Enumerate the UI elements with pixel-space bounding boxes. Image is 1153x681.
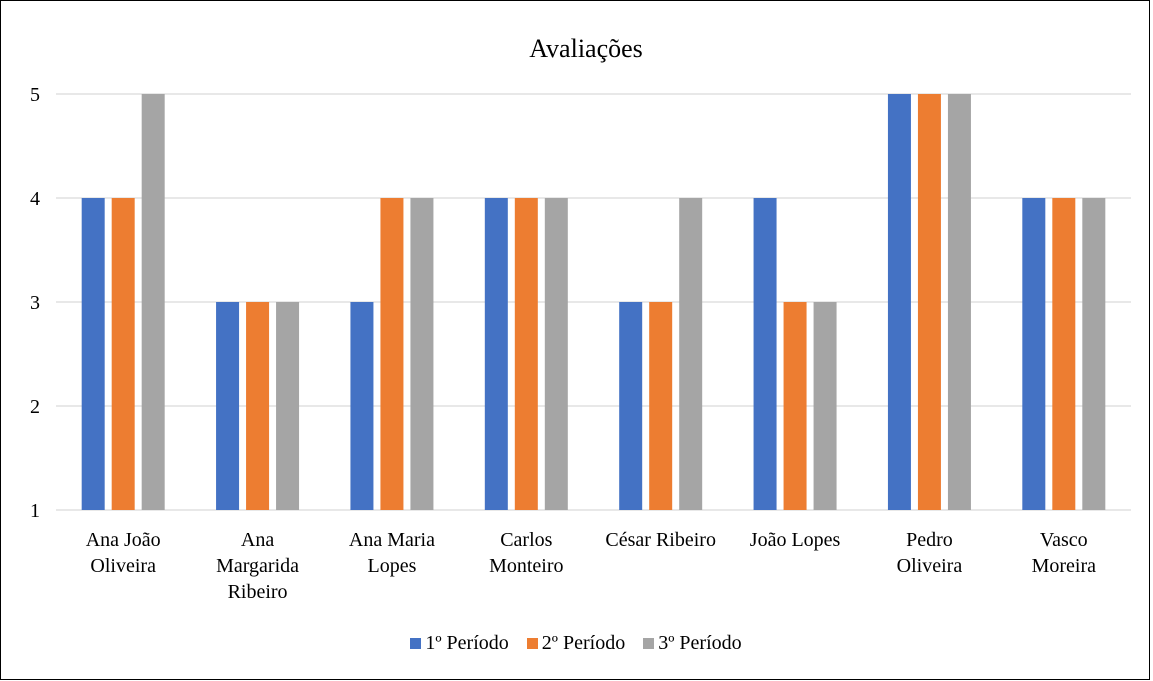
x-tick-label: Ana Maria xyxy=(349,529,435,551)
y-tick-label: 5 xyxy=(30,84,40,106)
bar xyxy=(619,302,643,510)
bar xyxy=(484,198,508,510)
bar xyxy=(783,302,807,510)
x-tick-label: Oliveira xyxy=(897,555,963,577)
x-tick-label: Lopes xyxy=(367,555,416,577)
legend-label: 1º Período xyxy=(425,631,509,654)
chart-title: Avaliações xyxy=(529,34,643,63)
bar xyxy=(679,198,703,510)
x-tick-label: Moreira xyxy=(1032,555,1097,577)
legend: 1º Período 2º Período 3º Período xyxy=(1,629,1151,657)
bar xyxy=(753,198,777,510)
bar xyxy=(813,302,837,510)
x-tick-label: Monteiro xyxy=(489,555,563,577)
legend-item: 2º Período xyxy=(526,631,626,655)
x-tick-label: Margarida xyxy=(216,555,299,577)
bar xyxy=(1022,198,1046,510)
bar xyxy=(917,94,941,510)
y-tick-label: 3 xyxy=(30,292,40,314)
bar xyxy=(1052,198,1076,510)
bar xyxy=(887,94,911,510)
x-tick-label: Pedro xyxy=(906,529,953,551)
bar xyxy=(1082,198,1106,510)
bar xyxy=(544,198,568,510)
bar xyxy=(216,302,240,510)
x-tick-label: Ribeiro xyxy=(228,581,288,603)
bar xyxy=(111,198,135,510)
x-tick-label: César Ribeiro xyxy=(605,529,716,551)
bar xyxy=(649,302,673,510)
legend-item: 3º Período xyxy=(643,631,742,655)
legend-label: 2º Período xyxy=(541,631,626,654)
legend-item: 1º Período xyxy=(410,631,509,655)
x-tick-label: Carlos xyxy=(500,529,552,551)
y-tick-label: 4 xyxy=(30,188,40,210)
bar xyxy=(350,302,374,510)
bars xyxy=(81,94,1106,510)
x-tick-label: Oliveira xyxy=(90,555,156,577)
legend-swatch xyxy=(643,637,655,649)
y-tick-label: 1 xyxy=(30,500,40,522)
bar xyxy=(276,302,300,510)
bar xyxy=(514,198,538,510)
x-tick-label: João Lopes xyxy=(750,529,841,551)
bar xyxy=(947,94,971,510)
y-tick-label: 2 xyxy=(30,396,40,418)
bar xyxy=(410,198,434,510)
bar xyxy=(141,94,165,510)
bar xyxy=(380,198,404,510)
legend-swatch xyxy=(526,637,538,649)
bar xyxy=(246,302,270,510)
x-tick-label: Vasco xyxy=(1040,529,1088,551)
bar xyxy=(81,198,105,510)
legend-swatch xyxy=(410,637,422,649)
y-axis-ticks: 1 2 3 4 5 xyxy=(30,84,40,522)
legend-label: 3º Período xyxy=(658,631,742,654)
x-tick-label: Ana João xyxy=(86,529,161,551)
x-axis-labels: Ana João Oliveira Ana Margarida Ribeiro Ana M… xyxy=(86,529,1096,603)
x-tick-label: Ana xyxy=(241,529,274,551)
